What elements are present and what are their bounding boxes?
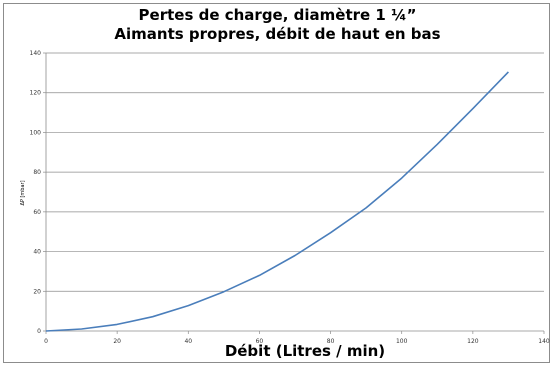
y-tick-label: 20 bbox=[33, 288, 41, 295]
x-tick-label: 120 bbox=[467, 338, 479, 345]
chart-frame bbox=[3, 3, 550, 363]
chart-title-line-2: Aimants propres, débit de haut en bas bbox=[114, 25, 441, 43]
x-tick-label: 80 bbox=[327, 338, 335, 345]
x-tick-label: 0 bbox=[44, 338, 48, 345]
y-tick-label: 100 bbox=[30, 129, 42, 136]
y-tick-label: 140 bbox=[30, 50, 42, 57]
y-tick-label: 80 bbox=[33, 169, 41, 176]
y-axis-label: ΔP [mbar] bbox=[20, 180, 26, 206]
x-tick-label: 140 bbox=[538, 338, 550, 345]
y-tick-label: 60 bbox=[33, 209, 41, 216]
chart-title-line-1: Pertes de charge, diamètre 1 ¼” bbox=[138, 6, 417, 24]
x-tick-label: 40 bbox=[184, 338, 192, 345]
x-tick-label: 100 bbox=[396, 338, 408, 345]
x-axis-label: Débit (Litres / min) bbox=[224, 342, 386, 360]
y-tick-label: 0 bbox=[37, 328, 41, 335]
x-tick-label: 60 bbox=[256, 338, 264, 345]
y-tick-label: 120 bbox=[30, 90, 42, 97]
x-tick-label: 20 bbox=[113, 338, 121, 345]
y-tick-label: 40 bbox=[33, 249, 41, 256]
series-line bbox=[45, 71, 509, 332]
